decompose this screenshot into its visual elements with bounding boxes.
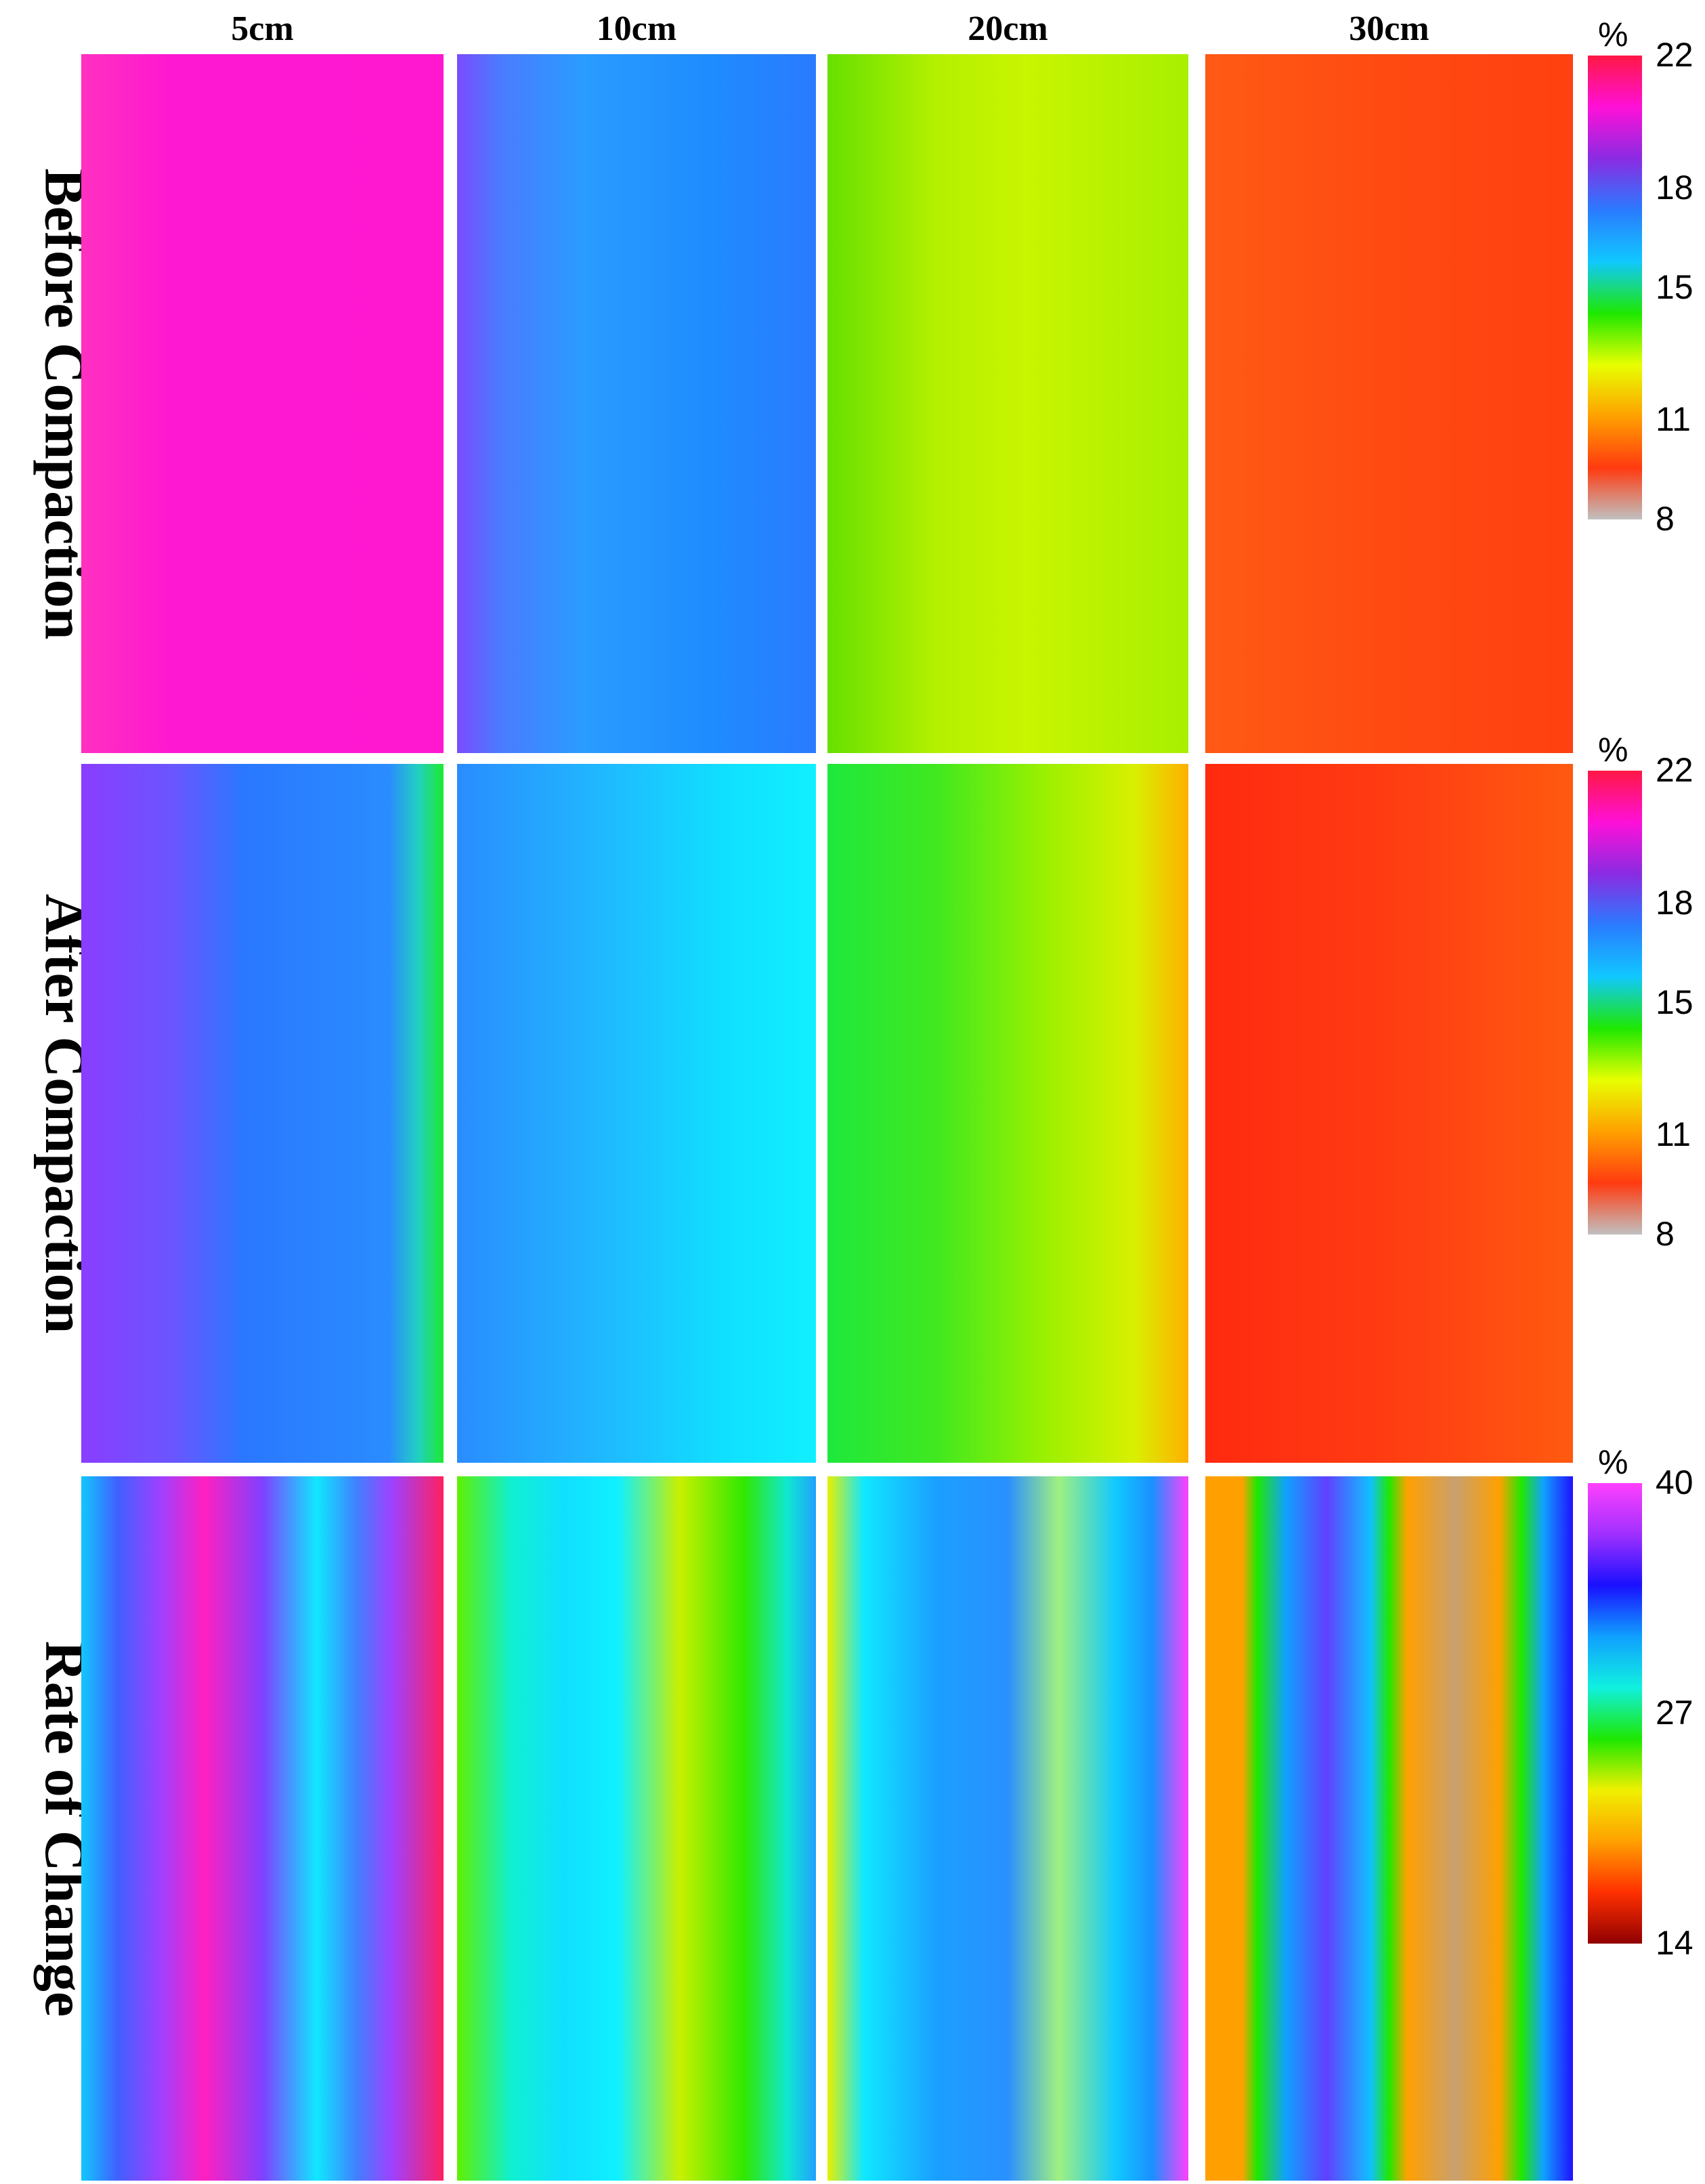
colorbar-tick-label: 15: [1656, 983, 1693, 1021]
colorbar-tick-label: 22: [1656, 36, 1693, 74]
heatmap-panel-svg: [827, 1476, 1188, 2181]
column-title-30cm: 30cm: [1349, 9, 1429, 48]
colorbar-tick-label: 8: [1656, 500, 1675, 538]
heatmap-panel-svg: [457, 54, 816, 753]
heatmap-panel-r2-c1: [457, 1476, 816, 2181]
heatmap-panel-svg: [81, 764, 444, 1463]
heatmap-panel-svg: [457, 764, 816, 1463]
colorbar-tick-label: 18: [1656, 883, 1693, 922]
heatmap-panel-svg: [457, 1476, 816, 2181]
heatmap-field: [827, 764, 1188, 1463]
colorbar-tick-label: 22: [1656, 751, 1693, 789]
heatmap-field: [1205, 54, 1573, 753]
heatmap-panel-svg: [81, 54, 444, 753]
colorbar-tick-label: 11: [1656, 400, 1691, 439]
colorbar-unit-1: %: [1598, 731, 1628, 769]
heatmap-panel-r2-c2: [827, 1476, 1188, 2181]
heatmap-field: [1205, 764, 1573, 1463]
heatmap-panel-svg: [1205, 764, 1573, 1463]
heatmap-panel-r1-c2: [827, 764, 1188, 1463]
heatmap-panel-r0-c3: [1205, 54, 1573, 753]
column-title-10cm: 10cm: [596, 9, 677, 48]
colorbar-unit-2: %: [1598, 1443, 1628, 1481]
heatmap-panel-svg: [827, 54, 1188, 753]
colorbar-tick-label: 27: [1656, 1694, 1693, 1732]
heatmap-panel-r0-c0: [81, 54, 444, 753]
heatmap-field: [457, 1476, 816, 2181]
heatmap-field: [827, 54, 1188, 753]
colorbar-tick-label: 14: [1656, 1924, 1693, 1962]
heatmap-field: [81, 1476, 444, 2181]
heatmap-panel-r1-c0: [81, 764, 444, 1463]
heatmap-panel-r1-c3: [1205, 764, 1573, 1463]
heatmap-panel-svg: [1205, 1476, 1573, 2181]
heatmap-panel-r0-c1: [457, 54, 816, 753]
heatmap-panel-r0-c2: [827, 54, 1188, 753]
heatmap-field: [457, 764, 816, 1463]
colorbar-tick-label: 8: [1656, 1215, 1675, 1253]
colorbar-0: [1588, 56, 1642, 519]
colorbar-tick-label: 11: [1656, 1115, 1691, 1154]
colorbar-1: [1588, 771, 1642, 1235]
colorbar-2: [1588, 1483, 1642, 1944]
colorbar-unit-0: %: [1598, 16, 1628, 53]
heatmap-panel-r2-c0: [81, 1476, 444, 2181]
heatmap-field: [1205, 1476, 1573, 2181]
heatmap-field: [81, 54, 444, 753]
column-title-5cm: 5cm: [231, 9, 294, 48]
colorbar-tick-label: 40: [1656, 1463, 1693, 1501]
heatmap-panel-r2-c3: [1205, 1476, 1573, 2181]
colorbar-tick-label: 15: [1656, 267, 1693, 306]
heatmap-panel-svg: [81, 1476, 444, 2181]
heatmap-field: [827, 1476, 1188, 2181]
heatmap-field: [81, 764, 444, 1463]
heatmap-panel-svg: [827, 764, 1188, 1463]
heatmap-panel-r1-c1: [457, 764, 816, 1463]
column-title-20cm: 20cm: [968, 9, 1048, 48]
colorbar-tick-label: 18: [1656, 168, 1693, 207]
heatmap-field: [457, 54, 816, 753]
heatmap-panel-svg: [1205, 54, 1573, 753]
